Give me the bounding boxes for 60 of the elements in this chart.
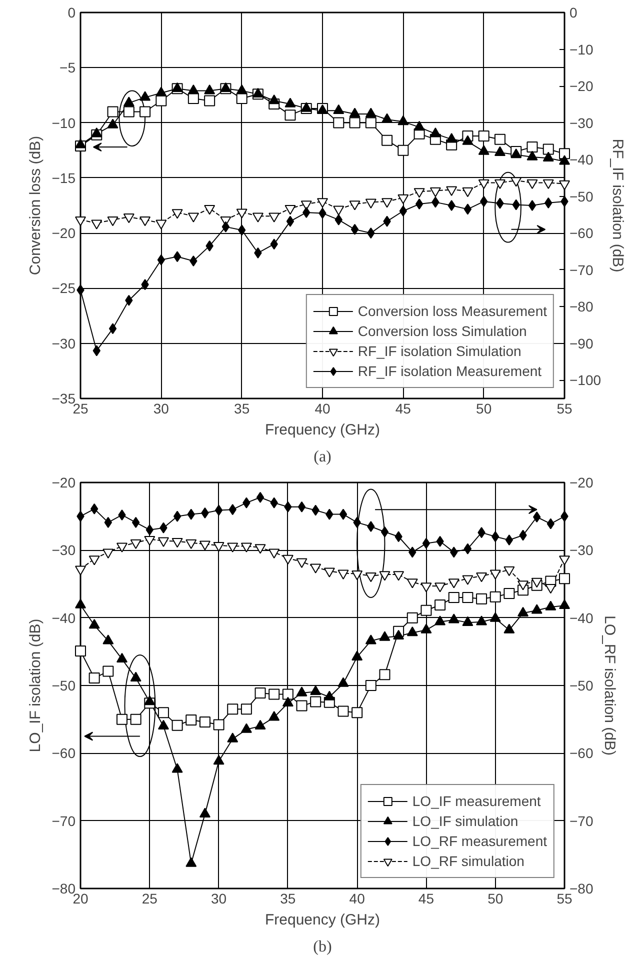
y2-tick-label: 0 xyxy=(570,4,578,20)
x-tick-label: 30 xyxy=(153,400,170,416)
y2-tick-label: −30 xyxy=(570,542,594,558)
y-axis-title: Conversion loss (dB) xyxy=(26,136,44,276)
y2-tick-label: −70 xyxy=(570,812,594,829)
y2-tick-label: −80 xyxy=(570,880,594,896)
y-tick-label: −20 xyxy=(52,474,76,490)
x-tick-label: 50 xyxy=(488,890,504,906)
legend-label: LO_RF measurement xyxy=(412,833,547,849)
x-tick-label: 55 xyxy=(556,890,572,906)
y2-tick-label: −50 xyxy=(570,678,594,694)
x-axis-title: Frequency (GHz) xyxy=(264,422,380,438)
x-tick-label: 40 xyxy=(349,890,366,906)
y-tick-label: −20 xyxy=(52,225,76,242)
x-tick-label: 55 xyxy=(556,400,572,416)
y2-tick-label: −20 xyxy=(570,474,594,490)
text: (b) xyxy=(313,938,332,956)
x-tick-label: 35 xyxy=(234,400,250,416)
legend-label: Conversion loss Measurement xyxy=(358,303,547,319)
text: (a) xyxy=(314,448,332,466)
y2-tick-label: −30 xyxy=(570,114,594,131)
y2-tick-label: −70 xyxy=(570,262,594,278)
x-tick-label: 30 xyxy=(211,890,227,906)
x-axis-title: Frequency (GHz) xyxy=(264,912,380,928)
y-tick-label: −40 xyxy=(52,610,76,626)
y2-tick-label: −60 xyxy=(570,225,594,242)
legend-label: LO_IF measurement xyxy=(412,793,541,809)
y2-tick-label: −90 xyxy=(570,335,594,352)
y-tick-label: −10 xyxy=(52,114,76,131)
x-tick-label: 45 xyxy=(395,400,412,416)
y-tick-label: −30 xyxy=(52,542,76,558)
y2-tick-label: −40 xyxy=(570,610,594,626)
legend-label: RF_IF isolation Measurement xyxy=(358,363,542,379)
y2-tick-label: −80 xyxy=(570,298,594,315)
y2-tick-label: −40 xyxy=(570,152,594,168)
y2-tick-label: −20 xyxy=(570,78,594,94)
y-tick-label: −15 xyxy=(52,170,76,186)
y-tick-label: 0 xyxy=(68,4,76,20)
y2-tick-label: −10 xyxy=(570,41,594,58)
x-tick-label: 35 xyxy=(280,890,296,906)
y-axis-title: LO_IF isolation (dB) xyxy=(26,618,44,752)
y2-tick-label: −60 xyxy=(570,745,594,762)
y-tick-label: −25 xyxy=(52,280,76,296)
legend-label: LO_IF simulation xyxy=(412,813,518,829)
y2-axis-title: LO_RF isolation (dB) xyxy=(601,615,618,756)
x-tick-label: 45 xyxy=(418,890,434,906)
y-tick-label: −60 xyxy=(52,745,76,762)
legend-label: LO_RF simulation xyxy=(412,853,524,869)
y-tick-label: −50 xyxy=(52,678,76,694)
x-tick-label: 25 xyxy=(142,890,158,906)
y2-tick-label: −50 xyxy=(570,188,594,204)
legend-label: RF_IF isolation Simulation xyxy=(358,343,522,359)
y-tick-label: −70 xyxy=(52,812,76,829)
legend-label: Conversion loss Simulation xyxy=(358,323,527,339)
x-tick-label: 50 xyxy=(476,400,492,416)
y-tick-label: −30 xyxy=(52,335,76,352)
y-tick-label: −5 xyxy=(60,60,76,76)
y2-tick-label: −100 xyxy=(570,372,602,388)
y2-axis-title: RF_IF isolation (dB) xyxy=(609,138,626,272)
x-tick-label: 40 xyxy=(314,400,330,416)
